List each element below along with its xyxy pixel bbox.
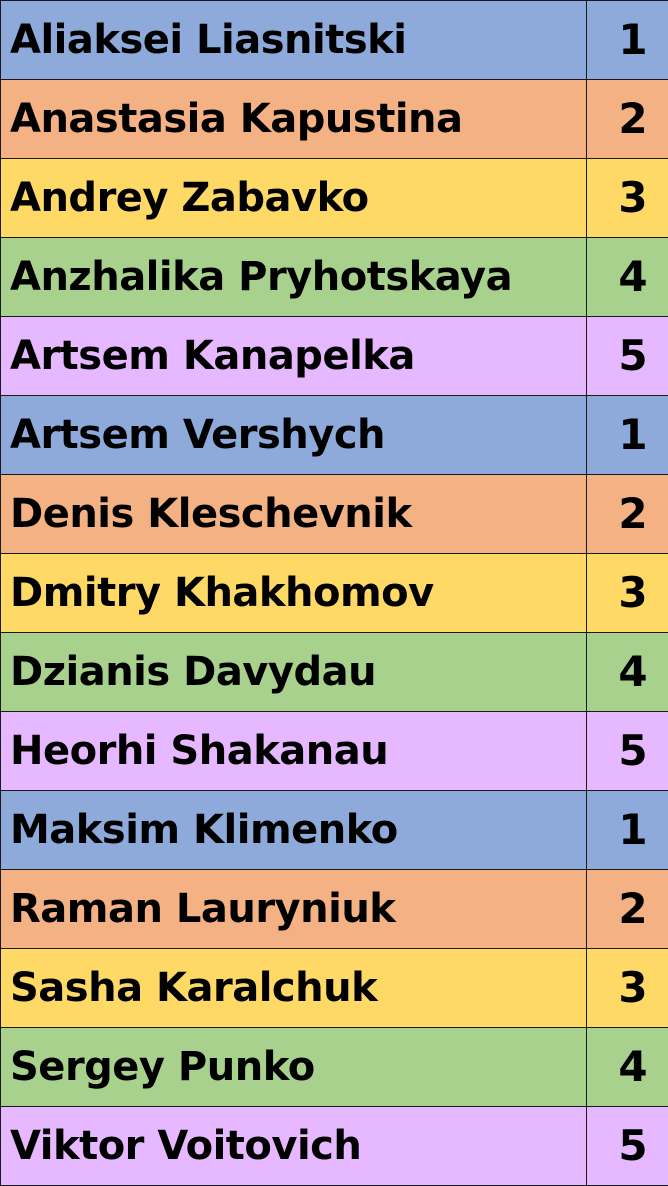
group-number-cell: 2 bbox=[587, 870, 668, 949]
group-number-cell: 1 bbox=[587, 791, 668, 870]
person-name-cell: Artsem Kanapelka bbox=[1, 317, 587, 396]
table-row: Anzhalika Pryhotskaya 4 bbox=[1, 238, 668, 317]
person-name-cell: Sasha Karalchuk bbox=[1, 949, 587, 1028]
table-row: Sasha Karalchuk 3 bbox=[1, 949, 668, 1028]
table-row: Raman Lauryniuk 2 bbox=[1, 870, 668, 949]
table-row: Maksim Klimenko 1 bbox=[1, 791, 668, 870]
group-number-cell: 5 bbox=[587, 712, 668, 791]
person-name-cell: Heorhi Shakanau bbox=[1, 712, 587, 791]
person-name-cell: Anzhalika Pryhotskaya bbox=[1, 238, 587, 317]
table-row: Denis Kleschevnik 2 bbox=[1, 475, 668, 554]
group-number-cell: 1 bbox=[587, 1, 668, 80]
person-name-cell: Anastasia Kapustina bbox=[1, 80, 587, 159]
table-row: Sergey Punko 4 bbox=[1, 1028, 668, 1107]
person-name-cell: Dzianis Davydau bbox=[1, 633, 587, 712]
group-number-cell: 2 bbox=[587, 80, 668, 159]
person-name-cell: Viktor Voitovich bbox=[1, 1107, 587, 1186]
group-number-cell: 3 bbox=[587, 159, 668, 238]
table-row: Andrey Zabavko 3 bbox=[1, 159, 668, 238]
table-row: Aliaksei Liasnitski 1 bbox=[1, 1, 668, 80]
person-name-cell: Andrey Zabavko bbox=[1, 159, 587, 238]
table-row: Dzianis Davydau 4 bbox=[1, 633, 668, 712]
table-row: Viktor Voitovich 5 bbox=[1, 1107, 668, 1186]
person-name-cell: Sergey Punko bbox=[1, 1028, 587, 1107]
table-row: Artsem Kanapelka 5 bbox=[1, 317, 668, 396]
table-row: Artsem Vershych 1 bbox=[1, 396, 668, 475]
person-name-cell: Raman Lauryniuk bbox=[1, 870, 587, 949]
group-number-cell: 3 bbox=[587, 949, 668, 1028]
table-row: Heorhi Shakanau 5 bbox=[1, 712, 668, 791]
table-row: Anastasia Kapustina 2 bbox=[1, 80, 668, 159]
group-number-cell: 5 bbox=[587, 317, 668, 396]
group-number-cell: 4 bbox=[587, 238, 668, 317]
group-number-cell: 5 bbox=[587, 1107, 668, 1186]
person-name-cell: Maksim Klimenko bbox=[1, 791, 587, 870]
group-number-cell: 1 bbox=[587, 396, 668, 475]
person-name-cell: Aliaksei Liasnitski bbox=[1, 1, 587, 80]
table-row: Dmitry Khakhomov 3 bbox=[1, 554, 668, 633]
group-number-cell: 3 bbox=[587, 554, 668, 633]
group-number-cell: 4 bbox=[587, 1028, 668, 1107]
person-name-cell: Dmitry Khakhomov bbox=[1, 554, 587, 633]
person-name-cell: Denis Kleschevnik bbox=[1, 475, 587, 554]
group-number-cell: 4 bbox=[587, 633, 668, 712]
group-number-cell: 2 bbox=[587, 475, 668, 554]
person-name-cell: Artsem Vershych bbox=[1, 396, 587, 475]
